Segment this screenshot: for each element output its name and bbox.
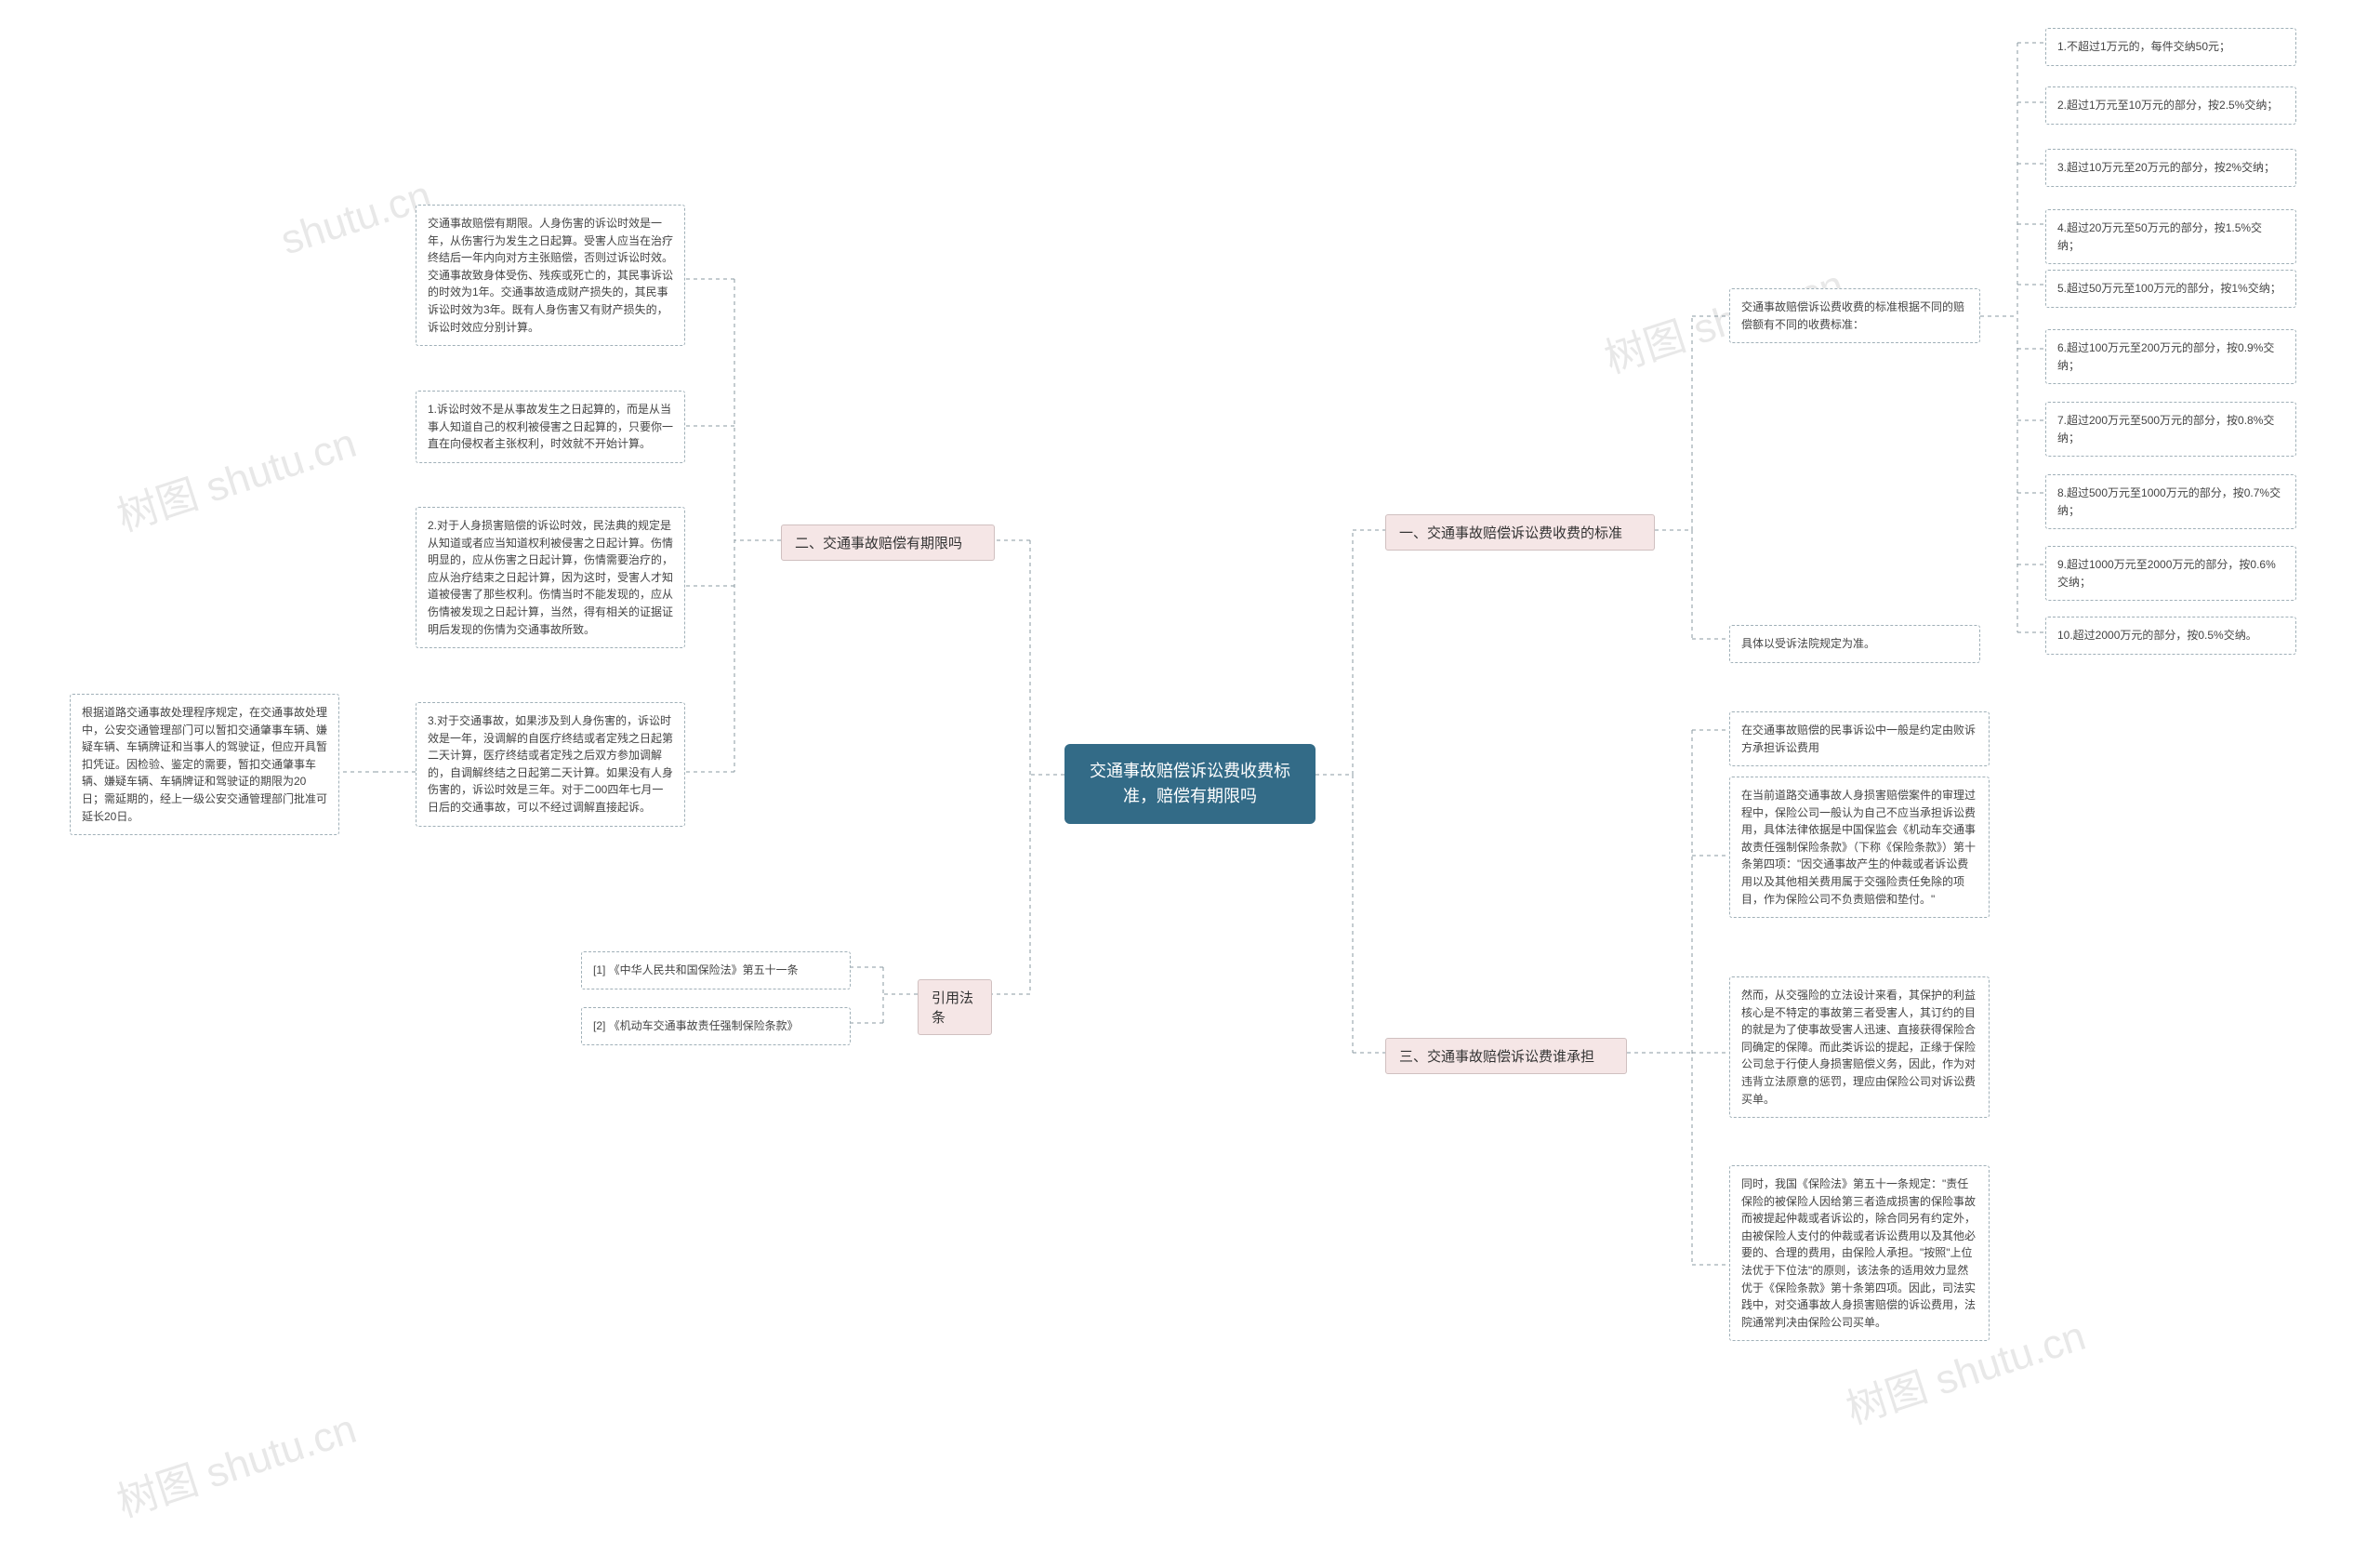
branch-2-item-4: 3.对于交通事故，如果涉及到人身伤害的，诉讼时效是一年，没调解的自医疗终结或者定… [416,702,685,827]
branch-3-label: 三、交通事故赔偿诉讼费谁承担 [1385,1038,1627,1074]
fee-item-6: 6.超过100万元至200万元的部分，按0.9%交纳； [2045,329,2296,384]
branch-1-footer: 具体以受诉法院规定为准。 [1729,625,1980,663]
fee-item-10: 10.超过2000万元的部分，按0.5%交纳。 [2045,617,2296,655]
branch-4-label: 引用法条 [918,979,992,1035]
law-item-1: [1] 《中华人民共和国保险法》第五十一条 [581,951,851,989]
branch-1-sublabel: 交通事故赔偿诉讼费收费的标准根据不同的赔偿额有不同的收费标准： [1729,288,1980,343]
fee-item-9: 9.超过1000万元至2000万元的部分，按0.6%交纳； [2045,546,2296,601]
branch-3-item-1: 在交通事故赔偿的民事诉讼中一般是约定由败诉方承担诉讼费用 [1729,711,1990,766]
fee-item-3: 3.超过10万元至20万元的部分，按2%交纳； [2045,149,2296,187]
fee-item-8: 8.超过500万元至1000万元的部分，按0.7%交纳； [2045,474,2296,529]
branch-3-item-4: 同时，我国《保险法》第五十一条规定："责任保险的被保险人因给第三者造成损害的保险… [1729,1165,1990,1341]
central-topic: 交通事故赔偿诉讼费收费标准，赔偿有期限吗 [1064,744,1316,824]
branch-2-item-2: 1.诉讼时效不是从事故发生之日起算的，而是从当事人知道自己的权利被侵害之日起算的… [416,391,685,463]
branch-3-item-2: 在当前道路交通事故人身损害赔偿案件的审理过程中，保险公司一般认为自己不应当承担诉… [1729,777,1990,918]
branch-2-label: 二、交通事故赔偿有期限吗 [781,525,995,561]
branch-3-item-3: 然而，从交强险的立法设计来看，其保护的利益核心是不特定的事故第三者受害人，其订约… [1729,976,1990,1118]
fee-item-1: 1.不超过1万元的，每件交纳50元； [2045,28,2296,66]
fee-item-5: 5.超过50万元至100万元的部分，按1%交纳； [2045,270,2296,308]
branch-2-item-4-child: 根据道路交通事故处理程序规定，在交通事故处理中，公安交通管理部门可以暂扣交通肇事… [70,694,339,835]
law-item-2: [2] 《机动车交通事故责任强制保险条款》 [581,1007,851,1045]
fee-item-7: 7.超过200万元至500万元的部分，按0.8%交纳； [2045,402,2296,457]
fee-item-4: 4.超过20万元至50万元的部分，按1.5%交纳； [2045,209,2296,264]
branch-2-item-1: 交通事故赔偿有期限。人身伤害的诉讼时效是一年，从伤害行为发生之日起算。受害人应当… [416,205,685,346]
mindmap-container: 树图 shutu.cn 树图 shutu.cn shutu.cn 树图 shut… [0,0,2380,1567]
fee-item-2: 2.超过1万元至10万元的部分，按2.5%交纳； [2045,86,2296,125]
branch-2-item-3: 2.对于人身损害赔偿的诉讼时效，民法典的规定是从知道或者应当知道权利被侵害之日起… [416,507,685,648]
branch-1-label: 一、交通事故赔偿诉讼费收费的标准 [1385,514,1655,551]
